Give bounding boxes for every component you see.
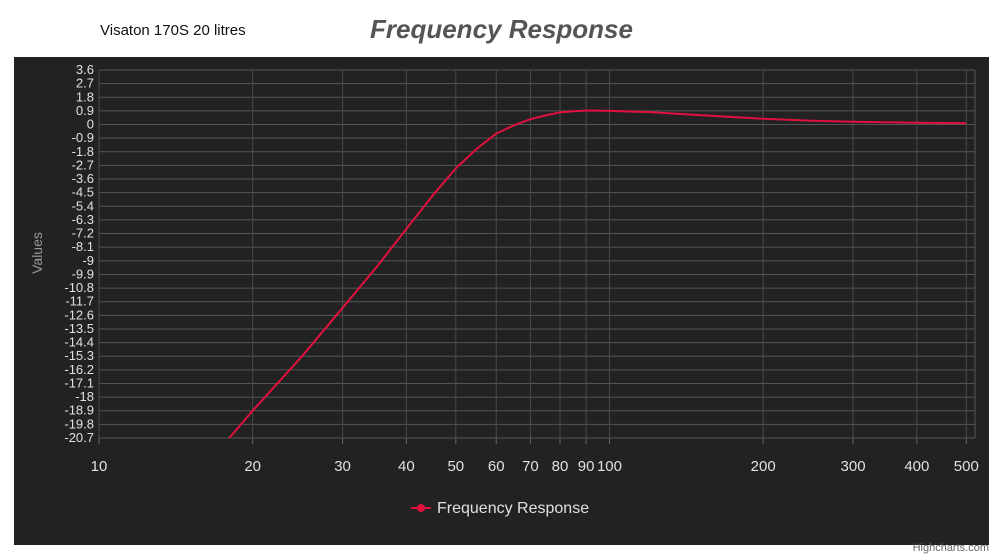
chart-caption: Visaton 170S 20 litres bbox=[100, 22, 246, 39]
chart-svg: 3.62.71.80.90-0.9-1.8-2.7-3.6-4.5-5.4-6.… bbox=[29, 62, 979, 517]
y-tick-label: -16.2 bbox=[64, 362, 94, 377]
x-tick-label: 30 bbox=[334, 458, 351, 475]
x-tick-label: 40 bbox=[398, 458, 415, 475]
y-tick-label: 3.6 bbox=[76, 62, 94, 77]
x-tick-label: 70 bbox=[522, 458, 539, 475]
y-tick-label: -18 bbox=[75, 389, 94, 404]
y-axis-label: Values bbox=[29, 232, 45, 274]
page-title: Frequency Response bbox=[370, 14, 633, 44]
series-group bbox=[228, 109, 967, 439]
y-tick-label: -12.6 bbox=[64, 307, 94, 322]
legend-label[interactable]: Frequency Response bbox=[437, 500, 589, 517]
credits-link[interactable]: Highcharts.com bbox=[912, 542, 989, 554]
y-tick-label: -5.4 bbox=[72, 198, 94, 213]
y-tick-label: -17.1 bbox=[64, 375, 94, 390]
x-tick-label: 50 bbox=[447, 458, 464, 475]
y-tick-label: -9 bbox=[82, 253, 94, 268]
y-tick-label: 2.7 bbox=[76, 76, 94, 91]
x-tick-label: 20 bbox=[244, 458, 261, 475]
y-tick-label: -8.1 bbox=[72, 239, 94, 254]
legend[interactable]: Frequency Response bbox=[411, 500, 589, 517]
chart-container: 3.6 2.7 1.8 0.9 0 -0.9 -1.8 -2.7 -3.6 -4.5 -5.4 -6.… bbox=[14, 57, 989, 545]
y-tick-label: -15.3 bbox=[64, 348, 94, 363]
y-tick-label: -2.7 bbox=[72, 157, 94, 172]
y-tick-label: 1.8 bbox=[76, 89, 94, 104]
y-tick-label: -3.6 bbox=[72, 171, 94, 186]
x-tick-label: 100 bbox=[597, 458, 622, 475]
x-tick-label: 300 bbox=[841, 458, 866, 475]
chart-grid bbox=[98, 69, 976, 439]
y-tick-label: -11.7 bbox=[65, 294, 94, 309]
y-tick-label: -14.4 bbox=[64, 335, 94, 350]
x-tick-label: 400 bbox=[904, 458, 929, 475]
y-tick-label: 0 bbox=[87, 117, 94, 132]
y-tick-label: -4.5 bbox=[72, 185, 94, 200]
y-tick-label: -19.8 bbox=[64, 416, 94, 431]
x-tick-label: 80 bbox=[552, 458, 569, 475]
y-tick-label: -13.5 bbox=[64, 321, 94, 336]
series-line bbox=[228, 109, 967, 439]
y-tick-label: -7.2 bbox=[72, 226, 94, 241]
x-tick-label: 500 bbox=[954, 458, 979, 475]
x-axis: 10 20 30 40 50 60 70 80 90 100 200 300 400 500 bbox=[91, 438, 979, 475]
legend-marker bbox=[417, 504, 425, 512]
x-tick-label: 90 bbox=[578, 458, 595, 475]
y-tick-label: -6.3 bbox=[72, 212, 94, 227]
y-axis: 3.62.71.80.90-0.9-1.8-2.7-3.6-4.5-5.4-6.… bbox=[64, 62, 94, 445]
x-tick-label: 10 bbox=[91, 458, 108, 475]
y-tick-label: -18.9 bbox=[64, 403, 94, 418]
y-tick-label: -10.8 bbox=[64, 280, 94, 295]
y-tick-label: -20.7 bbox=[64, 430, 94, 445]
y-tick-label: -9.9 bbox=[72, 266, 94, 281]
x-tick-label: 60 bbox=[488, 458, 505, 475]
y-tick-label: 0.9 bbox=[76, 103, 94, 118]
x-tick-label: 200 bbox=[751, 458, 776, 475]
y-tick-label: -0.9 bbox=[72, 130, 94, 145]
y-tick-label: -1.8 bbox=[72, 144, 94, 159]
